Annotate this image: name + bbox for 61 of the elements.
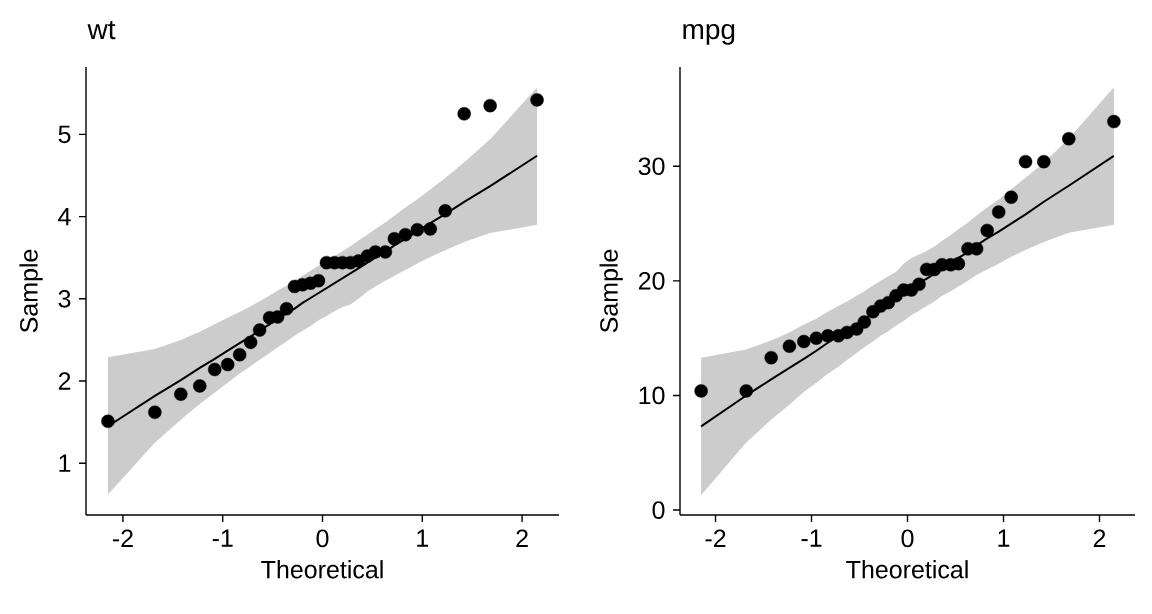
point xyxy=(1018,154,1033,169)
y-tick-label: 0 xyxy=(652,501,665,519)
x-tick-label: -2 xyxy=(112,529,133,547)
point xyxy=(992,205,1006,219)
y-tick-label: 1 xyxy=(59,454,71,472)
y-axis-title: Sample xyxy=(599,249,623,333)
point xyxy=(1037,154,1051,169)
x-tick-label: -2 xyxy=(705,529,726,547)
point xyxy=(279,301,294,316)
point xyxy=(387,232,402,246)
point xyxy=(530,93,544,107)
y-tick-label: 3 xyxy=(58,289,71,308)
x-axis-title: Theoretical xyxy=(846,560,968,579)
x-tick-label: 0 xyxy=(316,529,329,548)
point xyxy=(857,315,872,329)
x-tick-label: 2 xyxy=(516,529,528,547)
x-tick-label: 0 xyxy=(901,529,914,548)
point xyxy=(1107,114,1121,129)
point xyxy=(980,223,994,238)
line-series xyxy=(700,154,1115,428)
point xyxy=(311,274,326,288)
point xyxy=(243,335,258,350)
point xyxy=(912,277,926,291)
point xyxy=(221,357,235,372)
y-tick-label: 20 xyxy=(638,272,665,290)
x-tick-label: 1 xyxy=(417,529,429,547)
point xyxy=(252,323,267,337)
point xyxy=(148,405,162,419)
point xyxy=(739,384,753,398)
y-tick-label: 30 xyxy=(638,157,665,176)
point xyxy=(1004,190,1018,204)
point xyxy=(1062,132,1076,146)
point xyxy=(797,334,811,349)
x-tick-label: 1 xyxy=(998,529,1010,547)
point xyxy=(174,387,188,401)
point xyxy=(101,414,115,428)
x-tick-label: -1 xyxy=(801,529,822,547)
point xyxy=(378,245,393,259)
point xyxy=(438,204,452,218)
point xyxy=(457,107,471,121)
point xyxy=(423,222,437,236)
x-tick-label: -1 xyxy=(212,529,233,547)
point xyxy=(193,379,207,393)
chart-title: mpg xyxy=(683,23,735,45)
x-axis-title: Theoretical xyxy=(261,560,383,579)
point xyxy=(398,227,413,242)
point xyxy=(694,384,708,398)
y-axis-title: Sample xyxy=(19,249,43,333)
y-tick-label: 4 xyxy=(58,208,71,226)
y-tick-label: 10 xyxy=(639,386,665,405)
point xyxy=(410,223,425,237)
point xyxy=(483,98,497,113)
x-tick-label: 2 xyxy=(1093,529,1106,547)
y-tick-label: 5 xyxy=(58,125,71,144)
y-tick-label: 2 xyxy=(58,372,71,390)
chart-title: wt xyxy=(87,20,116,40)
point xyxy=(232,348,247,362)
point xyxy=(208,362,222,377)
point xyxy=(782,339,797,353)
point xyxy=(809,331,824,345)
point xyxy=(764,350,778,365)
